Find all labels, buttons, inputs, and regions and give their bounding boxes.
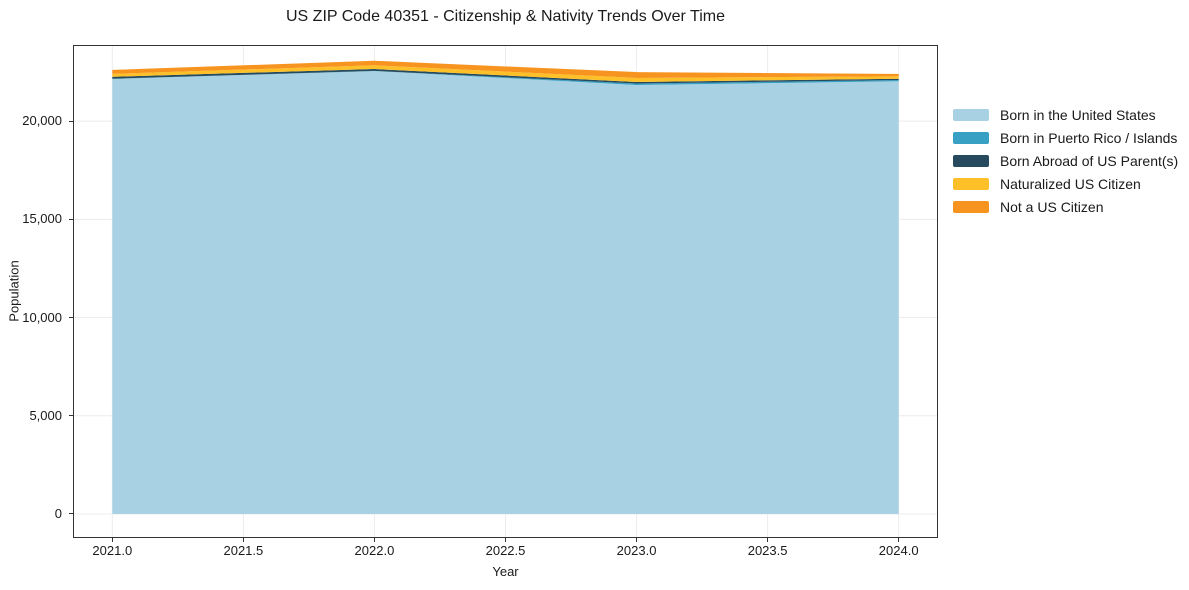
x-tick-mark [242,538,244,542]
x-tick-label: 2021.5 [223,543,264,558]
x-tick-mark [373,538,375,542]
legend-swatch-icon [953,131,989,144]
y-tick-label: 10,000 [22,309,62,325]
y-tick-mark [69,415,73,417]
legend-item-0: Born in the United States [953,103,1178,126]
legend-item-2: Born Abroad of US Parent(s) [953,149,1178,172]
legend-label: Born in Puerto Rico / Islands [1000,129,1178,146]
x-tick-label: 2021.0 [92,543,133,558]
legend-swatch-icon [953,108,989,121]
legend: Born in the United States Born in Puerto … [953,103,1178,218]
x-tick-mark [767,538,769,542]
legend-swatch-icon [953,154,989,167]
x-tick-label: 2022.5 [485,543,526,558]
y-tick-label: 15,000 [22,211,62,227]
y-tick-mark [69,513,73,515]
legend-label: Born in the United States [1000,106,1156,123]
legend-swatch-icon [953,200,989,213]
x-tick-label: 2024.0 [878,543,919,558]
stacked-area-chart [73,45,938,538]
area-series-0 [112,71,899,514]
legend-label: Born Abroad of US Parent(s) [1000,152,1179,169]
x-tick-mark [636,538,638,542]
y-tick-mark [69,120,73,122]
chart-title: US ZIP Code 40351 - Citizenship & Nativi… [286,8,725,25]
x-tick-mark [505,538,506,542]
y-tick-mark [69,218,73,220]
area-series-3 [112,65,899,82]
area-series-4 [112,60,899,78]
x-tick-label: 2023.0 [616,543,657,558]
plot-area [73,45,938,538]
legend-swatch-icon [953,177,989,190]
legend-label: Naturalized US Citizen [1000,175,1141,192]
legend-item-4: Not a US Citizen [953,195,1178,218]
y-tick-label: 5,000 [29,407,62,423]
x-tick-mark [111,538,113,542]
x-tick-label: 2022.0 [354,543,395,558]
x-tick-label: 2023.5 [747,543,788,558]
y-tick-label: 20,000 [22,113,62,129]
legend-item-1: Born in Puerto Rico / Islands [953,126,1178,149]
legend-label: Not a US Citizen [1000,198,1104,215]
area-series-2 [112,69,899,84]
y-tick-label: 0 [54,505,62,521]
x-axis-label: Year [492,564,519,579]
area-series-1 [112,70,899,86]
plot-border [73,45,938,538]
legend-item-3: Naturalized US Citizen [953,172,1178,195]
x-tick-mark [898,538,900,542]
y-tick-mark [69,317,73,319]
